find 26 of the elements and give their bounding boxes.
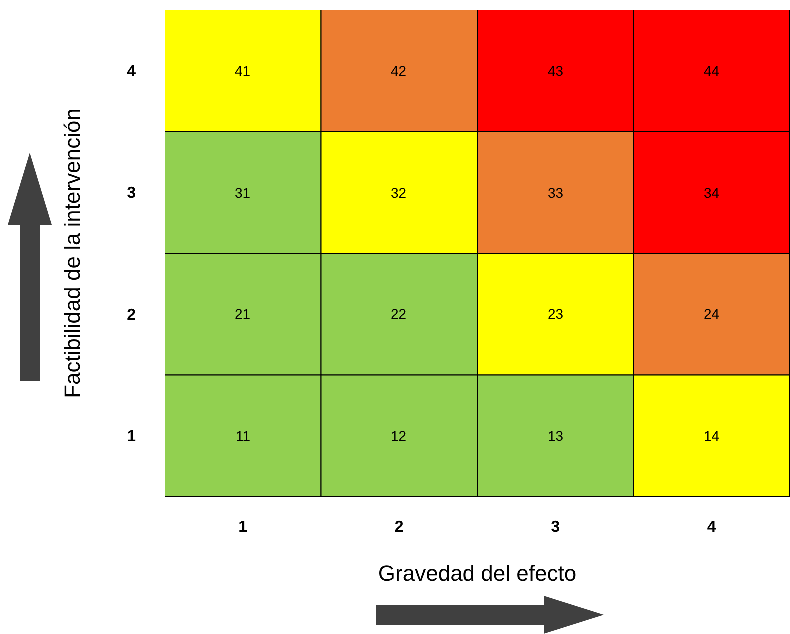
data-label: 41 xyxy=(235,63,251,79)
data-label: 24 xyxy=(704,306,720,322)
x-tick-label: 3 xyxy=(551,519,560,536)
x-tick-label: 2 xyxy=(394,519,404,536)
y-tick-label: 2 xyxy=(127,306,136,324)
data-label: 11 xyxy=(236,428,251,444)
data-label: 23 xyxy=(548,306,564,322)
data-label: 12 xyxy=(391,428,407,444)
data-label: 21 xyxy=(235,306,251,322)
x-tick-label: 4 xyxy=(707,519,716,536)
data-label: 31 xyxy=(235,185,251,201)
y-tick-label: 4 xyxy=(127,63,136,80)
y-tick-label: 1 xyxy=(127,428,136,446)
y-axis-title: Factibilidad de la intervención xyxy=(60,108,85,398)
data-label: 22 xyxy=(391,306,407,322)
data-label: 33 xyxy=(548,185,564,201)
data-label: 44 xyxy=(704,63,720,79)
data-label: 42 xyxy=(391,63,407,79)
x-tick-label: 1 xyxy=(238,519,248,536)
y-tick-label: 3 xyxy=(127,185,136,202)
data-label: 13 xyxy=(548,428,564,444)
data-label: 43 xyxy=(548,63,564,79)
data-label: 14 xyxy=(704,428,720,444)
x-axis-title: Gravedad del efecto xyxy=(378,560,577,586)
data-label: 34 xyxy=(704,185,720,201)
data-label: 32 xyxy=(391,185,407,201)
